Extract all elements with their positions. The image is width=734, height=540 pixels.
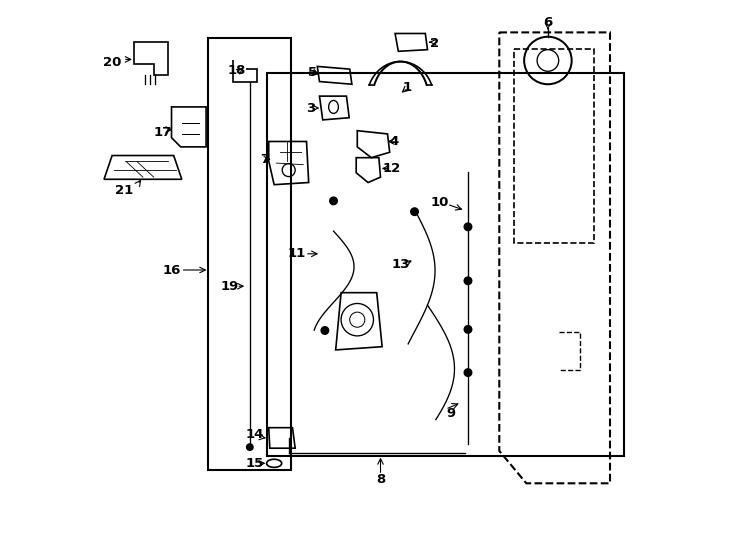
Circle shape [464, 223, 472, 231]
Circle shape [464, 369, 472, 376]
Text: 8: 8 [376, 473, 385, 486]
Text: 10: 10 [431, 196, 449, 209]
Text: 19: 19 [220, 280, 239, 293]
Text: 1: 1 [403, 81, 412, 94]
Text: 18: 18 [227, 64, 245, 77]
Text: 12: 12 [382, 162, 401, 175]
Circle shape [247, 444, 253, 450]
Circle shape [464, 326, 472, 333]
Text: 17: 17 [153, 126, 172, 139]
Text: 9: 9 [446, 407, 455, 420]
Bar [208, 38, 291, 470]
Text: 16: 16 [162, 264, 181, 276]
Circle shape [411, 208, 418, 215]
Text: 20: 20 [103, 56, 121, 69]
Text: 6: 6 [543, 16, 553, 29]
Text: 14: 14 [245, 428, 264, 441]
Text: 2: 2 [430, 37, 439, 50]
Bar [267, 73, 623, 456]
Text: 3: 3 [305, 102, 315, 114]
Text: 21: 21 [115, 184, 133, 197]
Text: 7: 7 [260, 153, 269, 166]
Circle shape [464, 277, 472, 285]
Text: 4: 4 [389, 135, 399, 148]
Text: 11: 11 [288, 247, 306, 260]
Text: 13: 13 [391, 258, 410, 271]
Circle shape [321, 327, 329, 334]
Circle shape [330, 197, 338, 205]
Text: 15: 15 [246, 457, 264, 470]
Text: 5: 5 [308, 66, 318, 79]
